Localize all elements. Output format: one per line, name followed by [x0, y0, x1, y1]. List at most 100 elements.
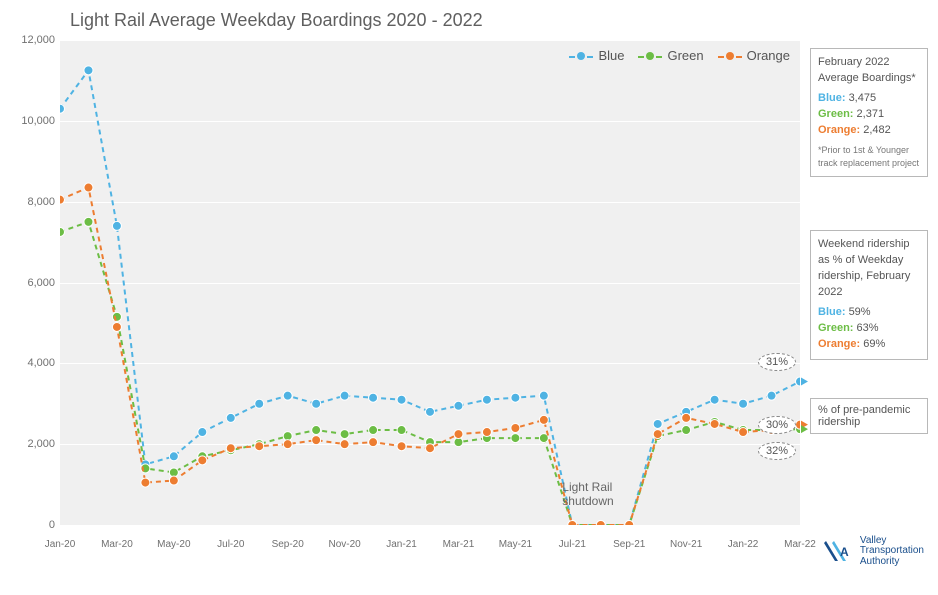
series-marker-orange: [710, 419, 719, 428]
legend-item-green: Green: [638, 48, 703, 63]
svg-text:A: A: [840, 545, 849, 559]
legend-label-blue: Blue: [598, 48, 624, 63]
series-marker-blue: [454, 401, 463, 410]
series-marker-orange: [226, 444, 235, 453]
y-tick-label: 12,000: [5, 34, 55, 46]
wk-green-val: 63%: [857, 322, 879, 334]
y-tick-label: 10,000: [5, 115, 55, 127]
series-marker-orange: [397, 442, 406, 451]
series-marker-orange: [426, 444, 435, 453]
x-tick-label: May-21: [499, 539, 532, 550]
series-marker-blue: [60, 104, 65, 113]
series-marker-orange: [511, 424, 520, 433]
chart-title: Light Rail Average Weekday Boardings 202…: [70, 10, 483, 31]
series-marker-green: [312, 426, 321, 435]
series-marker-orange: [84, 183, 93, 192]
series-marker-blue: [397, 395, 406, 404]
series-marker-blue: [255, 399, 264, 408]
arrow-head-orange: [801, 421, 808, 429]
feb-note: *Prior to 1st & Younger track replacemen…: [818, 144, 920, 170]
sidebox-weekend: Weekend ridership as % of Weekday riders…: [810, 230, 928, 360]
logo-line3: Authority: [860, 557, 924, 568]
y-tick-label: 6,000: [5, 277, 55, 289]
x-tick-label: Jul-20: [217, 539, 244, 550]
wk-blue-val: 59%: [849, 306, 871, 318]
series-marker-blue: [112, 221, 121, 230]
pre-pandemic-label: % of pre-pandemic ridership: [818, 404, 910, 428]
x-tick-label: Jan-22: [728, 539, 759, 550]
series-marker-orange: [60, 195, 65, 204]
series-marker-green: [60, 227, 65, 236]
series-marker-blue: [84, 66, 93, 75]
legend-item-orange: Orange: [718, 48, 790, 63]
series-marker-blue: [312, 399, 321, 408]
series-marker-orange: [112, 322, 121, 331]
series-marker-orange: [739, 428, 748, 437]
vta-logo-text: Valley Transportation Authority: [860, 536, 924, 568]
chart-root: Light Rail Average Weekday Boardings 202…: [0, 0, 938, 595]
x-tick-label: Nov-20: [328, 539, 360, 550]
pct-badge-blue: 31%: [758, 353, 796, 371]
pct-badge-green: 32%: [758, 442, 796, 460]
series-marker-orange: [169, 476, 178, 485]
series-marker-green: [340, 430, 349, 439]
series-marker-green: [511, 434, 520, 443]
annotation-shutdown: Light Railshutdown: [562, 480, 613, 509]
y-tick-label: 2,000: [5, 438, 55, 450]
plot-svg: [60, 40, 800, 525]
series-marker-orange: [369, 438, 378, 447]
vta-logo: A Valley Transportation Authority: [824, 536, 924, 568]
series-marker-blue: [226, 413, 235, 422]
wk-orange-label: Orange:: [818, 338, 860, 350]
series-marker-orange: [653, 430, 662, 439]
series-marker-green: [84, 217, 93, 226]
gridline: [60, 525, 800, 526]
series-marker-orange: [625, 521, 634, 526]
x-tick-label: May-20: [157, 539, 190, 550]
series-marker-blue: [426, 407, 435, 416]
x-tick-label: Sep-20: [272, 539, 304, 550]
series-marker-orange: [283, 440, 292, 449]
feb-blue-label: Blue:: [818, 92, 846, 104]
series-marker-blue: [511, 393, 520, 402]
x-tick-label: Mar-21: [443, 539, 475, 550]
x-tick-label: Jul-21: [559, 539, 586, 550]
series-marker-blue: [169, 452, 178, 461]
series-marker-green: [369, 426, 378, 435]
logo-line2: Transportation: [860, 546, 924, 557]
series-marker-blue: [739, 399, 748, 408]
series-marker-orange: [568, 521, 577, 526]
feb-green-val: 2,371: [857, 108, 885, 120]
legend-label-orange: Orange: [747, 48, 790, 63]
sidebox-feb2022: February 2022 Average Boardings* Blue: 3…: [810, 48, 928, 177]
series-marker-orange: [340, 440, 349, 449]
series-marker-blue: [198, 428, 207, 437]
x-tick-label: Mar-20: [101, 539, 133, 550]
y-tick-label: 4,000: [5, 357, 55, 369]
x-tick-label: Jan-21: [386, 539, 417, 550]
series-marker-green: [112, 312, 121, 321]
x-tick-label: Mar-22: [784, 539, 816, 550]
legend: Blue Green Orange: [569, 48, 790, 63]
x-tick-label: Jan-20: [45, 539, 76, 550]
series-marker-orange: [141, 478, 150, 487]
series-marker-blue: [482, 395, 491, 404]
feb-orange-val: 2,482: [863, 124, 891, 136]
series-marker-blue: [369, 393, 378, 402]
series-marker-blue: [653, 419, 662, 428]
arrow-head-green: [801, 425, 808, 433]
x-tick-label: Sep-21: [613, 539, 645, 550]
legend-label-green: Green: [667, 48, 703, 63]
wk-green-label: Green:: [818, 322, 853, 334]
wk-orange-val: 69%: [863, 338, 885, 350]
sidebox-feb2022-header: February 2022 Average Boardings*: [818, 55, 920, 87]
series-marker-orange: [255, 442, 264, 451]
series-marker-orange: [596, 521, 605, 526]
series-marker-orange: [312, 436, 321, 445]
series-marker-blue: [340, 391, 349, 400]
arrow-head-blue: [801, 378, 808, 386]
series-marker-orange: [198, 456, 207, 465]
feb-blue-val: 3,475: [849, 92, 877, 104]
y-tick-label: 0: [5, 519, 55, 531]
legend-item-blue: Blue: [569, 48, 624, 63]
